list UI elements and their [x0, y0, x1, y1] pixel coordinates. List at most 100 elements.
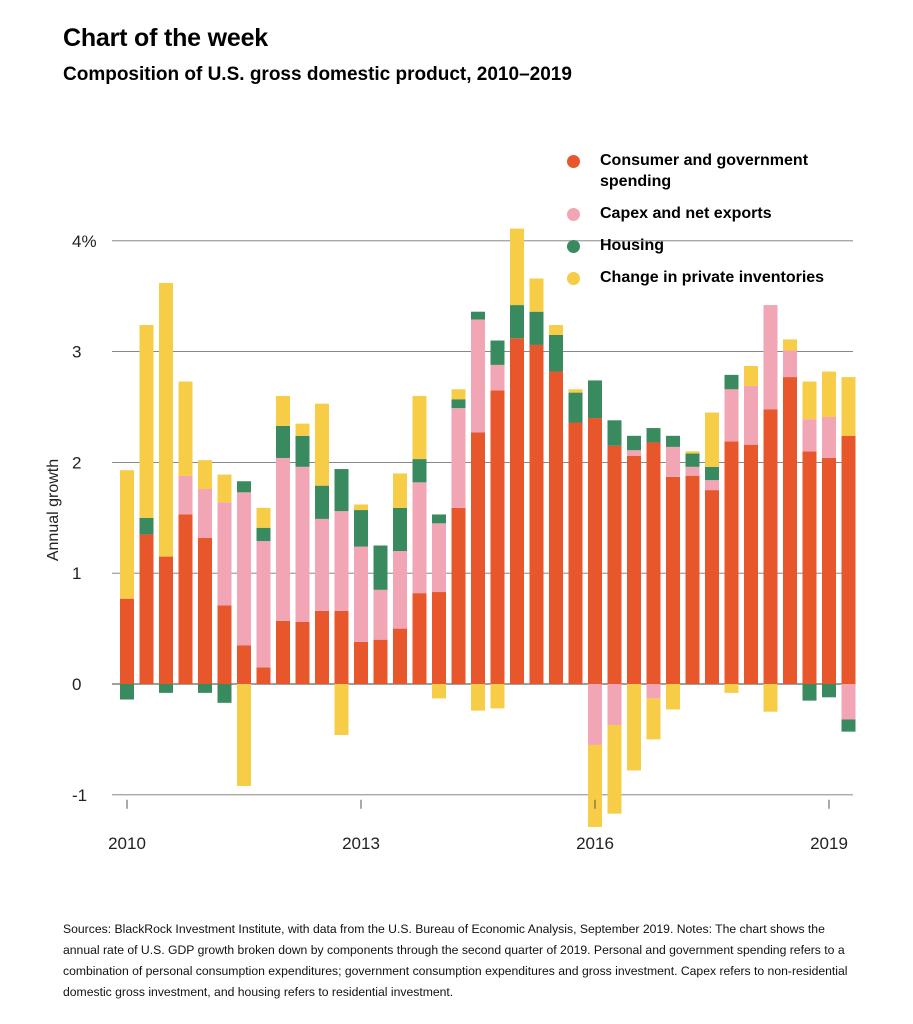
bar-consumer [295, 621, 310, 684]
bar-inventories [471, 684, 485, 711]
bar-housing [217, 684, 232, 703]
bar-inventories [120, 470, 134, 599]
bar-inventories [607, 724, 622, 814]
bar-inventories [685, 451, 700, 454]
bar-capex [354, 546, 368, 642]
bar-housing [334, 469, 349, 512]
bar-capex [198, 488, 212, 538]
bar-inventories [568, 389, 583, 393]
source-notes: Sources: BlackRock Investment Institute,… [63, 922, 848, 999]
bar-consumer [627, 455, 641, 684]
bar-inventories [529, 278, 544, 312]
legend-label-housing: Housing [600, 237, 664, 254]
bar-housing [373, 545, 388, 590]
bar-housing [393, 507, 407, 552]
bar-housing [607, 420, 622, 446]
bar-consumer [802, 451, 817, 684]
bar-consumer [705, 490, 719, 684]
legend-item-inventories: Change in private inventories [555, 267, 875, 288]
bar-housing [295, 435, 310, 467]
bar-capex [763, 305, 778, 410]
bar-inventories [783, 339, 797, 351]
bar-consumer [724, 441, 739, 684]
bar-housing [529, 311, 544, 345]
bar-consumer [763, 409, 778, 684]
bar-inventories [451, 389, 466, 400]
legend-item-capex: Capex and net exports [555, 203, 875, 224]
bar-capex [412, 482, 427, 594]
bar-housing [490, 340, 505, 365]
bar-inventories [490, 684, 505, 709]
bar-capex [802, 419, 817, 452]
y-tick-label: 2 [72, 453, 81, 472]
bar-housing [354, 510, 368, 547]
bar-housing [685, 453, 700, 467]
bar-inventories [666, 684, 680, 710]
bar-consumer [198, 537, 212, 684]
bar-inventories [295, 423, 310, 436]
bar-consumer [432, 592, 446, 684]
y-tick-label: 0 [72, 675, 81, 694]
bar-housing [120, 684, 134, 700]
bar-capex [373, 589, 388, 640]
bar-capex [256, 541, 271, 668]
bar-consumer [354, 641, 368, 684]
bar-consumer [315, 610, 329, 684]
bar-capex [432, 523, 446, 593]
y-tick-label: 1 [72, 564, 81, 583]
bar-consumer [666, 476, 680, 684]
bar-consumer [510, 338, 524, 684]
bar-capex [276, 457, 290, 621]
bar-capex [724, 389, 739, 442]
bar-consumer [393, 628, 407, 684]
bar-consumer [276, 620, 290, 684]
bar-consumer [451, 507, 466, 684]
bar-inventories [802, 381, 817, 420]
legend-label-capex: Capex and net exports [600, 205, 772, 222]
bar-consumer [217, 605, 232, 684]
bar-inventories [315, 403, 329, 486]
bar-consumer [783, 377, 797, 684]
bar-consumer [412, 593, 427, 684]
chart-legend: Consumer and government spending Capex a… [555, 150, 875, 299]
bar-consumer [685, 475, 700, 684]
bar-consumer [256, 667, 271, 684]
bar-consumer [822, 457, 836, 684]
bar-inventories [588, 744, 602, 827]
bar-consumer [841, 435, 856, 684]
bar-inventories [646, 698, 661, 740]
bar-inventories [198, 460, 212, 489]
bar-housing [159, 684, 173, 693]
bar-consumer [178, 514, 193, 684]
x-tick-label: 2013 [342, 834, 380, 853]
legend-item-consumer: Consumer and government spending [555, 150, 875, 192]
chart-subtitle: Composition of U.S. gross domestic produ… [63, 64, 572, 85]
bar-consumer [549, 371, 563, 684]
bar-inventories [139, 325, 154, 518]
bar-housing [510, 305, 524, 339]
bar-inventories [705, 412, 719, 467]
bar-consumer [471, 432, 485, 684]
bar-capex [783, 350, 797, 378]
bar-consumer [568, 422, 583, 684]
bar-housing [841, 719, 856, 732]
y-tick-label: 3 [72, 343, 81, 362]
bar-inventories [354, 504, 368, 511]
bar-capex [744, 385, 758, 445]
bar-housing [198, 684, 212, 693]
bar-housing [237, 481, 251, 493]
bar-housing [588, 380, 602, 419]
bar-capex [685, 466, 700, 476]
bar-capex [237, 492, 251, 646]
bar-housing [705, 466, 719, 481]
bar-capex [607, 684, 622, 725]
bar-inventories [334, 684, 349, 735]
bar-housing [315, 485, 329, 519]
bar-consumer [646, 442, 661, 684]
bar-inventories [627, 684, 641, 771]
bar-housing [276, 425, 290, 458]
bar-capex [295, 466, 310, 622]
bar-housing [802, 684, 817, 701]
bar-housing [646, 428, 661, 443]
x-tick-label: 2010 [108, 834, 146, 853]
